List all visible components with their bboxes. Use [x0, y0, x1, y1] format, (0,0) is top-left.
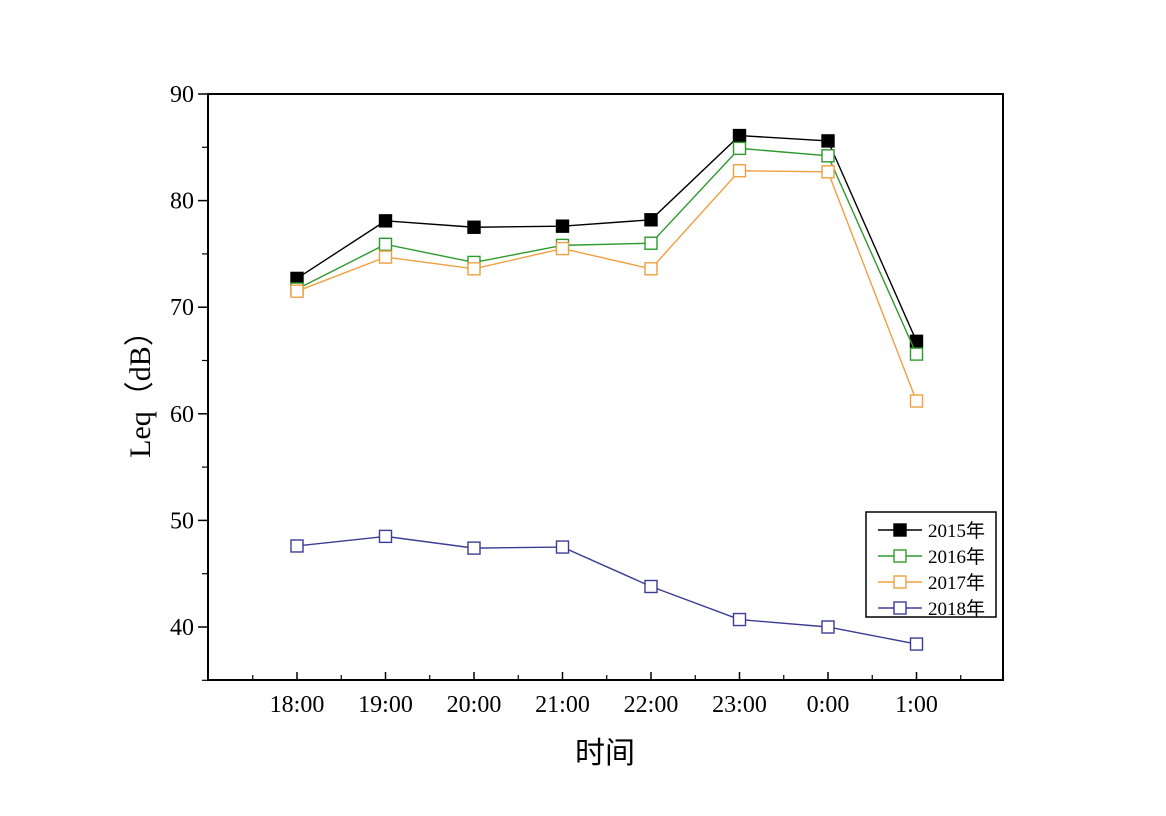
y-tick-label: 70: [170, 295, 194, 321]
x-tick-label: 23:00: [712, 692, 767, 718]
x-axis-title: 时间: [575, 737, 635, 770]
series-line: [296, 147, 918, 355]
data-point: [821, 149, 835, 163]
series-group: [290, 128, 924, 349]
data-point: [821, 134, 835, 148]
legend-label: 2018年: [928, 598, 985, 620]
data-point: [378, 250, 393, 264]
x-tick-label: 20:00: [447, 692, 502, 718]
legend-marker: [893, 601, 907, 615]
y-axis: 40 50 60 70 80 90: [170, 82, 208, 681]
series-group: [290, 141, 924, 361]
y-tick-label: 90: [170, 82, 194, 108]
x-tick-label: 22:00: [624, 692, 679, 718]
data-point: [378, 529, 393, 544]
series-layer: [290, 128, 924, 651]
legend-label: 2015年: [928, 520, 985, 542]
legend-entry: 2017年: [878, 572, 985, 594]
x-tick-label: 18:00: [270, 692, 325, 718]
data-point: [821, 165, 835, 179]
data-point: [644, 213, 658, 227]
series-line: [296, 134, 918, 342]
data-point: [555, 219, 570, 233]
data-point: [732, 612, 747, 627]
legend-entry: 2016年: [878, 546, 985, 568]
data-point: [732, 141, 747, 156]
legend-entry: 2015年: [878, 520, 985, 542]
data-point: [555, 540, 570, 554]
data-point: [290, 539, 304, 553]
y-tick-label: 40: [170, 615, 194, 641]
data-point: [644, 236, 658, 250]
data-point: [644, 262, 658, 276]
x-tick-label: 1:00: [895, 692, 938, 718]
legend-marker: [893, 549, 907, 563]
data-point: [821, 620, 835, 634]
data-point: [290, 284, 304, 298]
data-point: [732, 128, 747, 143]
data-point: [378, 237, 393, 252]
x-tick-label: 0:00: [807, 692, 850, 718]
y-tick-label: 50: [170, 508, 194, 534]
series-group: [290, 164, 924, 408]
data-point: [467, 220, 481, 234]
plot-frame: [207, 93, 1004, 681]
data-point: [378, 214, 393, 228]
x-tick-label: 19:00: [358, 692, 413, 718]
legend: 2015年 2016年 2017年 2018年: [865, 511, 997, 620]
legend-marker: [893, 575, 907, 589]
series-line: [296, 535, 917, 645]
data-point: [467, 541, 481, 555]
legend-marker: [893, 523, 907, 537]
data-point: [644, 579, 658, 594]
data-point: [732, 164, 747, 178]
series-line: [296, 170, 918, 402]
legend-entry: 2018年: [878, 598, 985, 620]
data-point: [555, 241, 570, 256]
x-axis: 18:00 19:00 20:00 21:00 22:00 23:00 0:00 1:00: [252, 672, 962, 718]
legend-label: 2016年: [928, 546, 985, 568]
data-point: [909, 637, 924, 651]
series-group: [290, 529, 924, 651]
legend-label: 2017年: [928, 572, 985, 594]
x-tick-label: 21:00: [535, 692, 590, 718]
y-tick-label: 60: [170, 402, 194, 428]
data-point: [467, 262, 481, 276]
y-axis-title: Leq（dB）: [124, 316, 157, 458]
y-tick-label: 80: [170, 189, 194, 215]
data-point: [909, 394, 924, 408]
data-point: [909, 347, 924, 361]
